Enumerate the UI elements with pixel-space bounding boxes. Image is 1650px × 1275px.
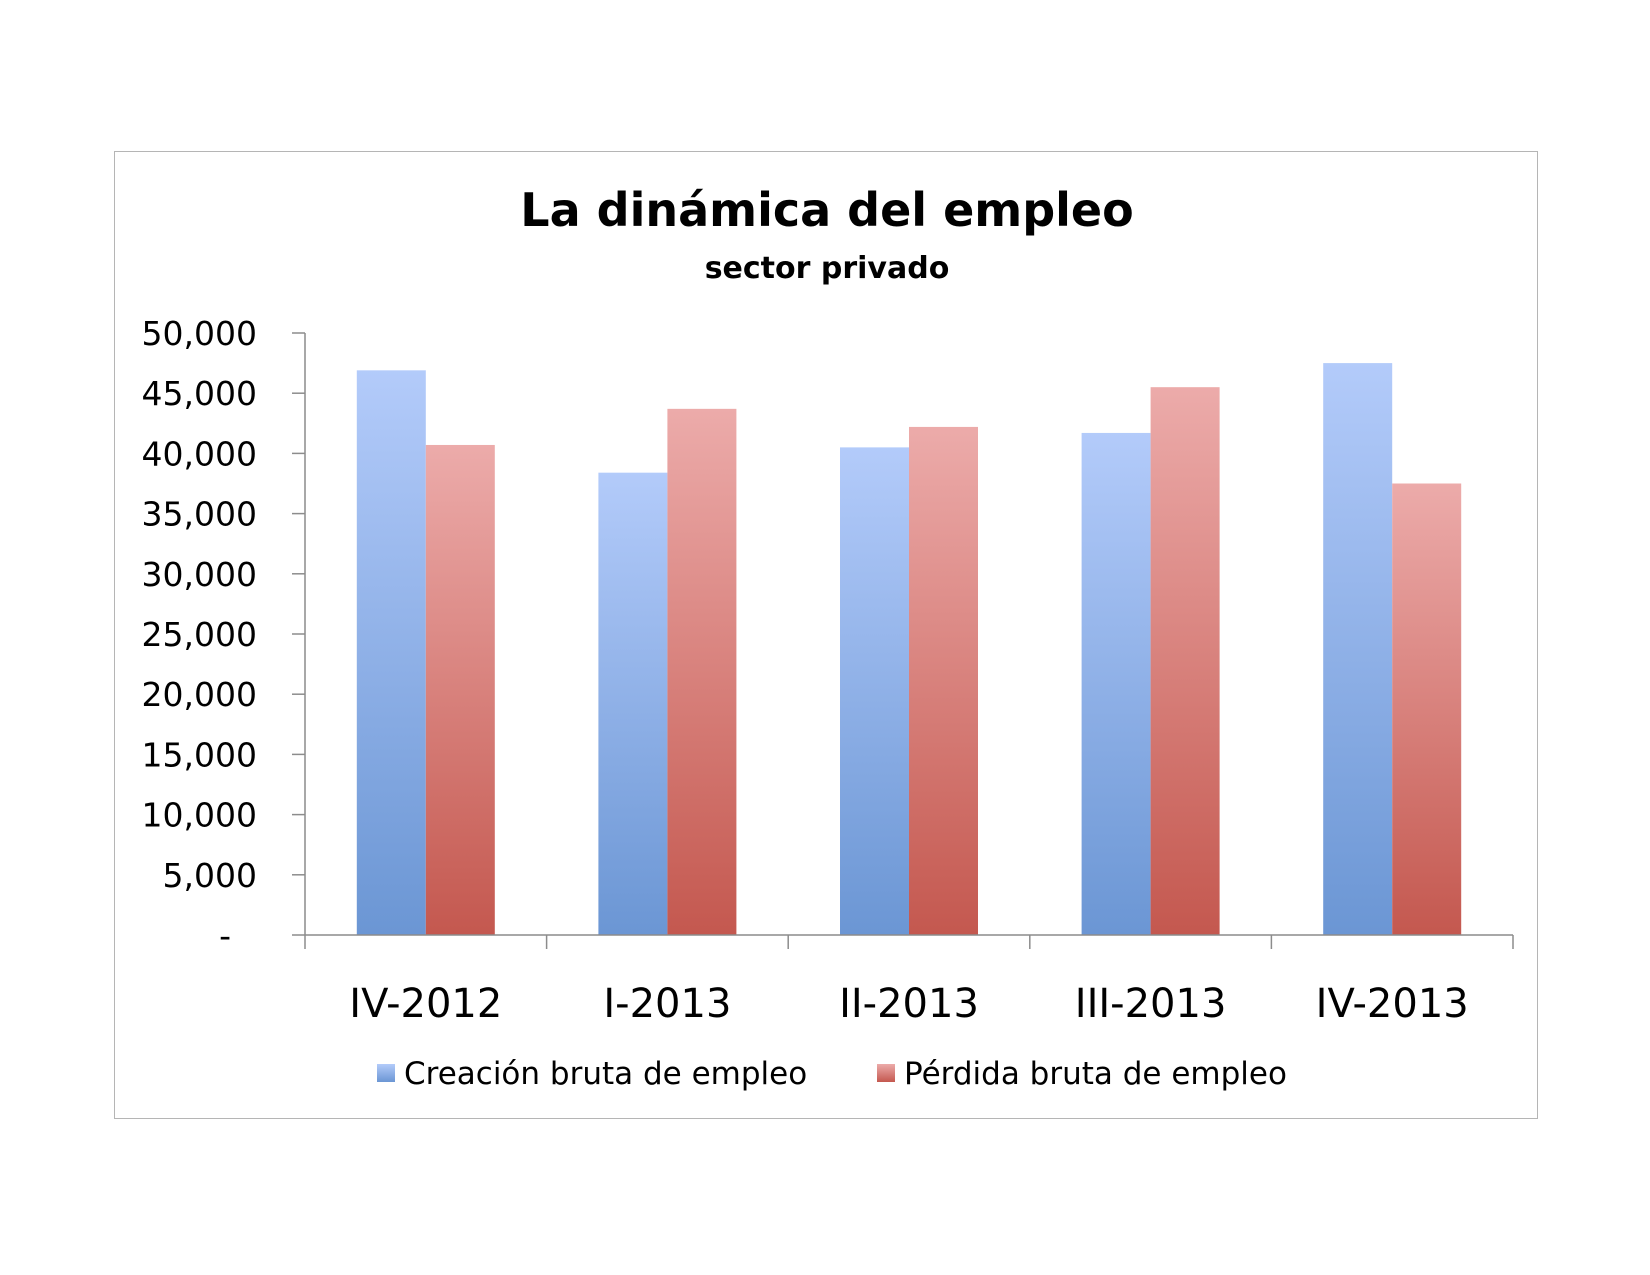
y-tick-label: 50,000 <box>142 314 257 353</box>
y-tick-label: 25,000 <box>142 615 257 654</box>
y-tick-label: 40,000 <box>142 434 257 473</box>
bar-perdida-IV-2012 <box>425 444 495 935</box>
legend-swatch-creacion <box>377 1064 395 1082</box>
bar-perdida-II-2013 <box>909 426 978 935</box>
bar-creacion-I-2013 <box>598 472 668 935</box>
x-tick-label: III-2013 <box>1075 981 1227 1027</box>
chart-frame: La dinámica del empleo sector privado IV… <box>114 151 1538 1119</box>
bar-perdida-I-2013 <box>667 408 737 935</box>
chart-title: La dinámica del empleo <box>520 183 1133 237</box>
y-tick-label: 30,000 <box>142 555 257 594</box>
x-tick-label: IV-2013 <box>1316 981 1469 1027</box>
bar-creacion-II-2013 <box>840 447 909 935</box>
bar-creacion-IV-2013 <box>1323 363 1393 936</box>
bars-group <box>356 363 1462 936</box>
legend: Creación bruta de empleo Pérdida bruta de… <box>377 1056 1287 1092</box>
y-tick-label: 20,000 <box>142 675 257 714</box>
legend-label-creacion: Creación bruta de empleo <box>404 1056 807 1092</box>
bar-creacion-III-2013 <box>1081 432 1151 935</box>
legend-label-perdida: Pérdida bruta de empleo <box>904 1056 1287 1092</box>
chart-subtitle: sector privado <box>705 251 950 286</box>
axes-group: IV-2012 I-2013 II-2013 III-2013 IV-2013 - 5,00… <box>142 314 1514 1027</box>
x-tick-label: II-2013 <box>839 981 979 1027</box>
y-tick-label: - <box>219 916 231 955</box>
y-tick-label: 5,000 <box>163 856 257 895</box>
bar-chart: La dinámica del empleo sector privado IV… <box>142 183 1514 1092</box>
legend-swatch-perdida <box>877 1064 895 1082</box>
y-tick-label: 35,000 <box>142 495 257 534</box>
bar-perdida-IV-2013 <box>1392 483 1462 935</box>
y-tick-label: 45,000 <box>142 374 257 413</box>
x-tick-label: I-2013 <box>603 981 731 1027</box>
y-tick-label: 10,000 <box>142 796 257 835</box>
bar-creacion-IV-2012 <box>356 370 426 936</box>
y-tick-label: 15,000 <box>142 735 257 774</box>
x-tick-label: IV-2012 <box>349 981 502 1027</box>
bar-perdida-III-2013 <box>1150 387 1220 935</box>
